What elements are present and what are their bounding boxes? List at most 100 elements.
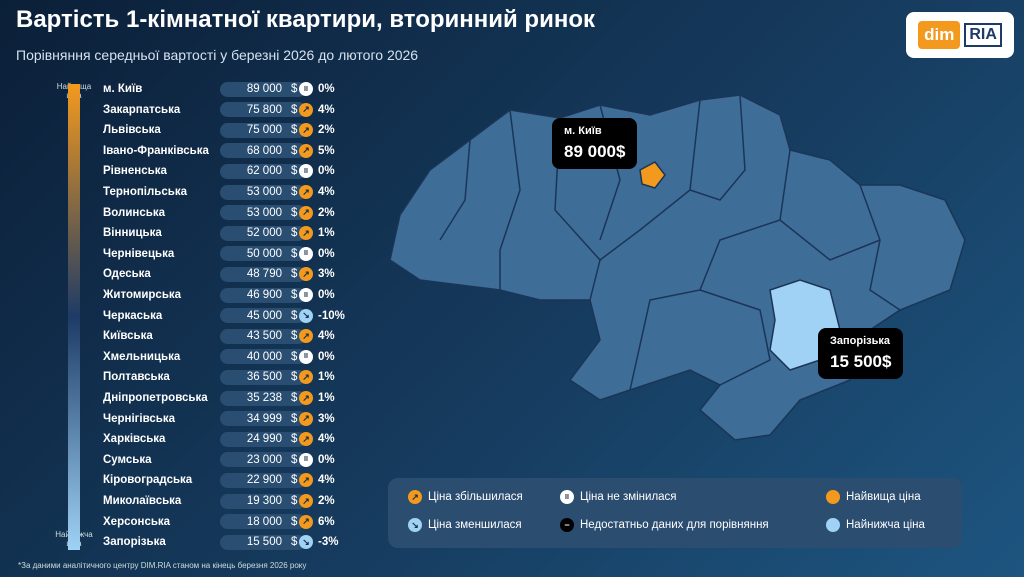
region-name: Івано-Франківська bbox=[103, 144, 209, 157]
price-pill: 18 000 $ bbox=[220, 514, 306, 530]
list-row: Івано-Франківська 68 000 $5% bbox=[103, 142, 335, 160]
callout-price: 15 500$ bbox=[830, 352, 892, 371]
logo-dim: dim bbox=[918, 21, 961, 49]
list-row: Закарпатська 75 800 $4% bbox=[103, 101, 335, 119]
callout-name: м. Київ bbox=[564, 125, 602, 137]
region-name: Одеська bbox=[103, 268, 151, 281]
legend-label: Ціна не змінилася bbox=[580, 491, 677, 503]
change: -3% bbox=[318, 536, 339, 549]
change: 3% bbox=[318, 268, 335, 281]
list-row: Кіровоградська 22 900 $4% bbox=[103, 471, 335, 489]
change-icon bbox=[299, 185, 313, 199]
price: 22 900 bbox=[246, 474, 282, 487]
change-icon bbox=[299, 82, 313, 96]
price-pill: 48 790 $ bbox=[220, 266, 306, 282]
change-icon bbox=[299, 308, 313, 323]
currency: $ bbox=[291, 186, 298, 198]
price-pill: 19 300 $ bbox=[220, 493, 306, 509]
region-name: Хмельницька bbox=[103, 350, 181, 363]
price-pill: 46 900 $ bbox=[220, 287, 306, 303]
price: 53 000 bbox=[246, 206, 282, 219]
currency: $ bbox=[291, 371, 298, 384]
price-pill: 75 000 $ bbox=[220, 122, 306, 138]
list-row: Житомирська 46 900 $0% bbox=[103, 286, 335, 304]
price: 53 000 bbox=[246, 186, 282, 198]
change: 6% bbox=[318, 515, 335, 528]
currency: $ bbox=[291, 247, 298, 260]
list-row: Київська 43 500 $4% bbox=[103, 327, 335, 345]
price-pill: 52 000 $ bbox=[220, 225, 306, 241]
change: 4% bbox=[318, 103, 335, 116]
legend-item: Ціна збільшилася bbox=[408, 490, 523, 504]
price: 35 238 bbox=[246, 392, 282, 404]
currency: $ bbox=[291, 144, 298, 157]
price: 45 000 bbox=[246, 309, 282, 322]
callout: Запорізька 15 500$ bbox=[818, 328, 904, 379]
currency: $ bbox=[291, 515, 298, 528]
change-icon bbox=[299, 494, 313, 508]
price: 68 000 bbox=[246, 144, 282, 157]
change-icon bbox=[299, 246, 313, 261]
price: 40 000 bbox=[246, 350, 282, 363]
price: 15 500 bbox=[246, 536, 282, 549]
change: 0% bbox=[318, 350, 335, 363]
price: 89 000 bbox=[246, 83, 282, 95]
price: 34 999 bbox=[246, 412, 282, 425]
price: 19 300 bbox=[246, 495, 282, 507]
region-name: Миколаївська bbox=[103, 495, 182, 507]
region-name: Київська bbox=[103, 330, 153, 343]
currency: $ bbox=[291, 289, 298, 301]
price-pill: 22 900 $ bbox=[220, 472, 306, 488]
price-pill: 43 500 $ bbox=[220, 328, 306, 344]
list-row: Тернопільська 53 000 $4% bbox=[103, 183, 335, 201]
change-icon bbox=[299, 370, 313, 385]
price-pill: 75 800 $ bbox=[220, 102, 306, 118]
price-pill: 23 000 $ bbox=[220, 452, 306, 468]
list-row: Полтавська 36 500 $1% bbox=[103, 368, 335, 386]
list-row: м. Київ 89 000 $0% bbox=[103, 80, 335, 98]
region-name: Черкаська bbox=[103, 309, 163, 322]
list-row: Одеська 48 790 $ 3% bbox=[103, 265, 335, 283]
change-icon bbox=[299, 432, 313, 447]
change-icon bbox=[299, 123, 313, 138]
scale-bar bbox=[68, 84, 80, 550]
currency: $ bbox=[291, 433, 298, 446]
legend-label: Ціна збільшилася bbox=[428, 491, 523, 503]
change: 0% bbox=[318, 453, 335, 466]
region-name: Львівська bbox=[103, 124, 161, 137]
region-name: Кіровоградська bbox=[103, 474, 193, 487]
region-name: Запорізька bbox=[103, 536, 166, 549]
price-pill: 53 000 $ bbox=[220, 205, 306, 221]
region-name: м. Київ bbox=[103, 83, 143, 95]
legend-icon bbox=[408, 490, 422, 504]
list-row: Волинська 53 000 $2% bbox=[103, 204, 335, 222]
change-icon bbox=[299, 535, 313, 550]
change-icon bbox=[299, 329, 313, 344]
map bbox=[389, 94, 966, 441]
change-icon bbox=[299, 205, 313, 220]
change: 0% bbox=[318, 83, 335, 95]
list-row: Харківська 24 990 $4% bbox=[103, 430, 335, 448]
legend: Ціна збільшилася Ціна не змінилася Найвища… bbox=[388, 478, 962, 548]
price: 62 000 bbox=[246, 165, 282, 178]
price: 43 500 bbox=[246, 330, 282, 343]
currency: $ bbox=[291, 309, 298, 322]
legend-item: Недостатньо даних для порівняння bbox=[560, 518, 769, 532]
change-icon bbox=[299, 349, 313, 364]
legend-icon bbox=[408, 518, 422, 532]
currency: $ bbox=[291, 268, 298, 281]
change: 0% bbox=[318, 165, 335, 178]
callout: м. Київ 89 000$ bbox=[552, 118, 638, 169]
list-row: Дніпропетровська 35 238 $1% bbox=[103, 389, 335, 407]
list-row: Вінницька 52 000 $1% bbox=[103, 224, 335, 242]
region-name: Сумська bbox=[103, 453, 152, 466]
price-pill: 36 500 $ bbox=[220, 369, 306, 385]
price-pill: 24 990 $ bbox=[220, 431, 306, 447]
change-icon bbox=[299, 391, 313, 405]
change-icon bbox=[299, 102, 313, 117]
price-pill: 50 000 $ bbox=[220, 246, 306, 262]
currency: $ bbox=[291, 103, 298, 116]
legend-label: Недостатньо даних для порівняння bbox=[580, 519, 769, 531]
change: 1% bbox=[318, 227, 335, 240]
